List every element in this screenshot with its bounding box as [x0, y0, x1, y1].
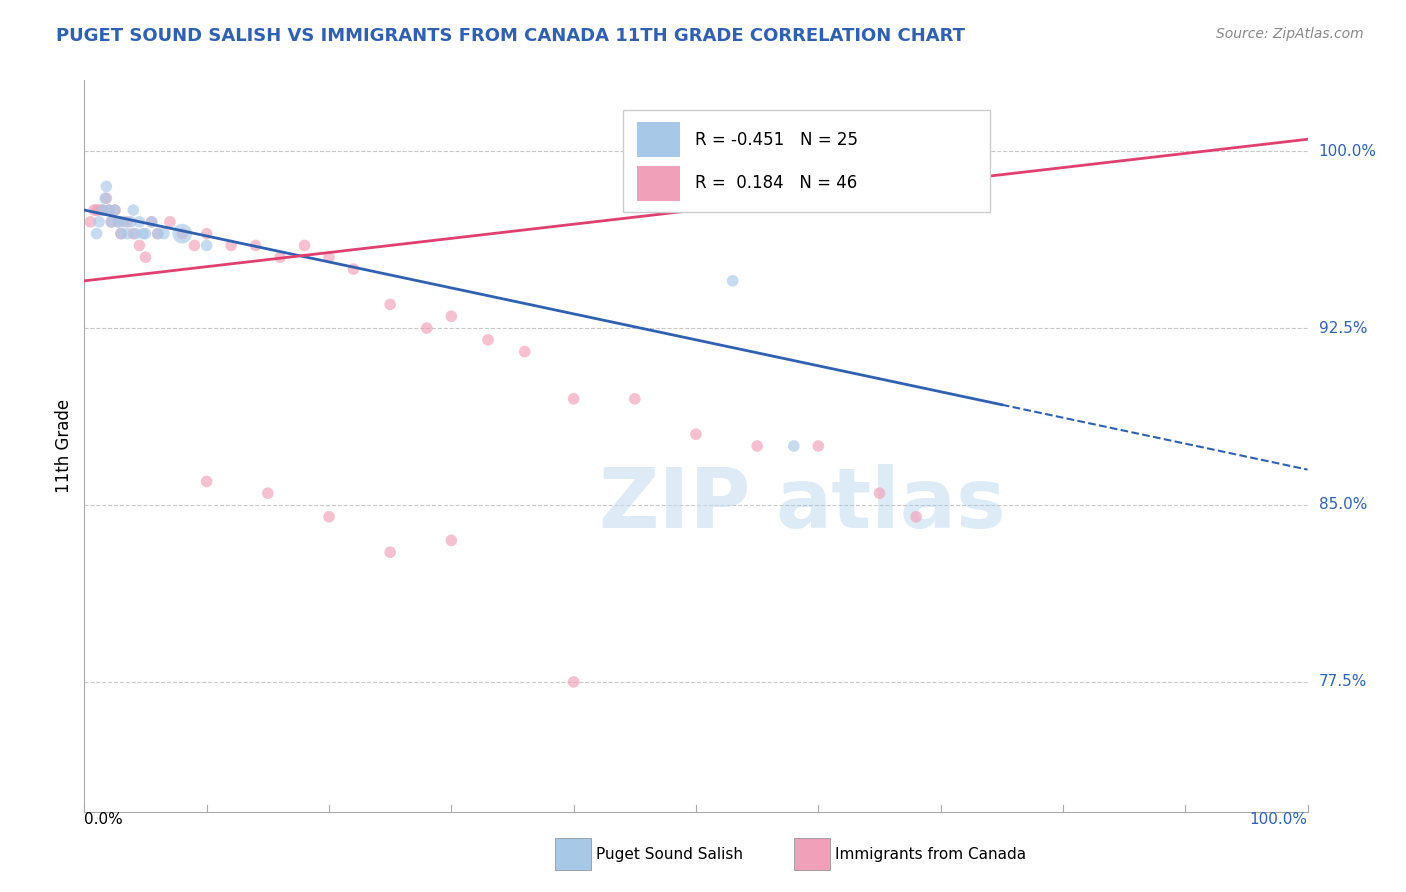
- Point: [122, 227, 145, 241]
- Point: [440, 533, 463, 548]
- Point: [342, 262, 364, 277]
- Point: [562, 392, 585, 406]
- Text: 85.0%: 85.0%: [1319, 498, 1367, 513]
- Point: [97, 202, 120, 217]
- Point: [91, 202, 114, 217]
- Text: PUGET SOUND SALISH VS IMMIGRANTS FROM CANADA 11TH GRADE CORRELATION CHART: PUGET SOUND SALISH VS IMMIGRANTS FROM CA…: [56, 27, 966, 45]
- Point: [128, 215, 150, 229]
- Point: [104, 202, 127, 217]
- Point: [79, 215, 101, 229]
- Point: [783, 439, 806, 453]
- Point: [107, 215, 129, 229]
- Point: [104, 202, 127, 217]
- Point: [115, 215, 138, 229]
- Point: [172, 227, 194, 241]
- Point: [94, 191, 117, 205]
- Point: [416, 321, 439, 335]
- Text: 100.0%: 100.0%: [1250, 812, 1308, 827]
- Text: Immigrants from Canada: Immigrants from Canada: [835, 847, 1026, 862]
- Point: [87, 202, 110, 217]
- FancyBboxPatch shape: [637, 122, 681, 157]
- Point: [380, 297, 402, 311]
- Point: [219, 238, 242, 252]
- Point: [562, 675, 585, 690]
- Point: [153, 227, 176, 241]
- Point: [112, 215, 135, 229]
- Point: [294, 238, 316, 252]
- Point: [929, 191, 952, 205]
- Point: [96, 179, 118, 194]
- Point: [807, 439, 830, 453]
- Point: [86, 202, 108, 217]
- Point: [125, 227, 148, 241]
- Text: 77.5%: 77.5%: [1319, 674, 1367, 690]
- Y-axis label: 11th Grade: 11th Grade: [55, 399, 73, 493]
- Text: atlas: atlas: [776, 464, 1007, 545]
- Point: [257, 486, 280, 500]
- Point: [685, 427, 707, 442]
- Point: [110, 227, 132, 241]
- Point: [318, 509, 340, 524]
- Point: [513, 344, 536, 359]
- Text: 92.5%: 92.5%: [1319, 320, 1367, 335]
- Point: [135, 227, 157, 241]
- Text: Puget Sound Salish: Puget Sound Salish: [596, 847, 744, 862]
- Text: Source: ZipAtlas.com: Source: ZipAtlas.com: [1216, 27, 1364, 41]
- Point: [477, 333, 499, 347]
- Point: [128, 238, 150, 252]
- Point: [159, 215, 181, 229]
- FancyBboxPatch shape: [637, 166, 681, 201]
- Text: 0.0%: 0.0%: [84, 812, 124, 827]
- Text: ZIP: ZIP: [598, 464, 751, 545]
- Point: [721, 274, 744, 288]
- Point: [869, 486, 891, 500]
- Point: [141, 215, 163, 229]
- Point: [97, 202, 120, 217]
- Point: [83, 202, 105, 217]
- Point: [110, 227, 132, 241]
- Point: [172, 227, 194, 241]
- Point: [146, 227, 169, 241]
- Point: [86, 227, 108, 241]
- Point: [195, 227, 218, 241]
- Point: [132, 227, 155, 241]
- Point: [440, 310, 463, 324]
- FancyBboxPatch shape: [623, 110, 990, 212]
- Point: [141, 215, 163, 229]
- Point: [195, 238, 218, 252]
- Point: [96, 191, 118, 205]
- Point: [380, 545, 402, 559]
- Point: [115, 227, 138, 241]
- Point: [122, 202, 145, 217]
- Point: [100, 215, 122, 229]
- Point: [120, 215, 142, 229]
- Point: [318, 250, 340, 264]
- Text: 100.0%: 100.0%: [1319, 144, 1376, 159]
- Point: [87, 215, 110, 229]
- Point: [135, 250, 157, 264]
- Point: [146, 227, 169, 241]
- Point: [905, 509, 928, 524]
- Point: [269, 250, 291, 264]
- Point: [91, 202, 114, 217]
- Point: [624, 392, 647, 406]
- Text: R = -0.451   N = 25: R = -0.451 N = 25: [695, 130, 858, 149]
- Text: R =  0.184   N = 46: R = 0.184 N = 46: [695, 175, 858, 193]
- Point: [747, 439, 769, 453]
- Point: [195, 475, 218, 489]
- Point: [107, 215, 129, 229]
- Point: [100, 215, 122, 229]
- Point: [245, 238, 267, 252]
- Point: [183, 238, 205, 252]
